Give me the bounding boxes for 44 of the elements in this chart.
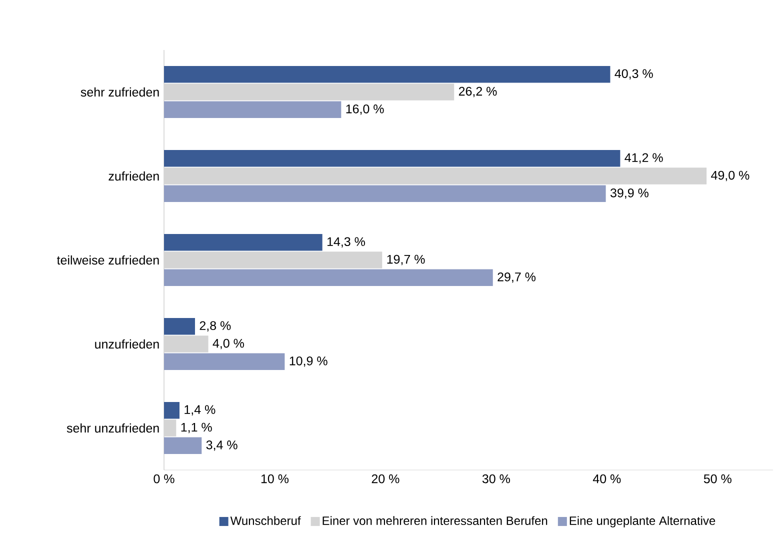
bar	[164, 437, 202, 454]
x-tick-label: 30 %	[482, 474, 510, 484]
legend-label: Wunschberuf	[230, 516, 301, 526]
data-label: 1,4 %	[184, 405, 216, 416]
data-label: 3,4 %	[206, 440, 238, 451]
bar	[164, 185, 606, 202]
bar	[164, 336, 208, 352]
data-label: 14,3 %	[327, 237, 365, 248]
x-tick-label: 20 %	[372, 474, 400, 484]
bar	[164, 101, 342, 118]
bar	[164, 353, 285, 370]
bar	[164, 318, 196, 335]
y-tick-label: sehr unzufrieden	[66, 423, 159, 433]
x-tick-label: 40 %	[592, 474, 621, 484]
bar	[164, 269, 493, 286]
y-tick-label: unzufrieden	[95, 339, 159, 349]
x-tick-label: 10 %	[261, 474, 289, 484]
data-label: 29,7 %	[498, 272, 536, 283]
y-tick-label: sehr zufrieden	[80, 87, 159, 97]
legend-label: Eine ungeplante Alternative	[570, 516, 716, 528]
bar	[164, 402, 180, 419]
bar	[164, 234, 322, 251]
bar	[164, 150, 620, 167]
data-label: 40,3 %	[614, 69, 653, 80]
y-tick-label: zufrieden	[108, 171, 159, 181]
bar	[164, 420, 176, 436]
y-tick-label: teilweise zufrieden	[56, 255, 159, 265]
bar	[164, 168, 707, 184]
data-label: 49,0 %	[711, 170, 750, 182]
data-label: 41,2 %	[624, 153, 663, 164]
data-label: 4,0 %	[212, 338, 244, 350]
bar	[164, 252, 382, 268]
data-label: 16,0 %	[346, 104, 384, 115]
bar	[164, 66, 610, 83]
data-label: 10,9 %	[290, 356, 328, 367]
x-tick-label: 0 %	[154, 474, 174, 484]
data-label: 26,2 %	[458, 86, 497, 98]
x-tick-label: 50 %	[704, 474, 732, 484]
data-label: 39,9 %	[610, 188, 648, 199]
data-label: 1,1 %	[181, 422, 212, 434]
data-label: 2,8 %	[200, 321, 231, 332]
legend-label: Einer von mehreren interessanten Berufen	[322, 516, 548, 526]
data-label: 19,7 %	[387, 254, 425, 266]
bar	[164, 84, 454, 100]
